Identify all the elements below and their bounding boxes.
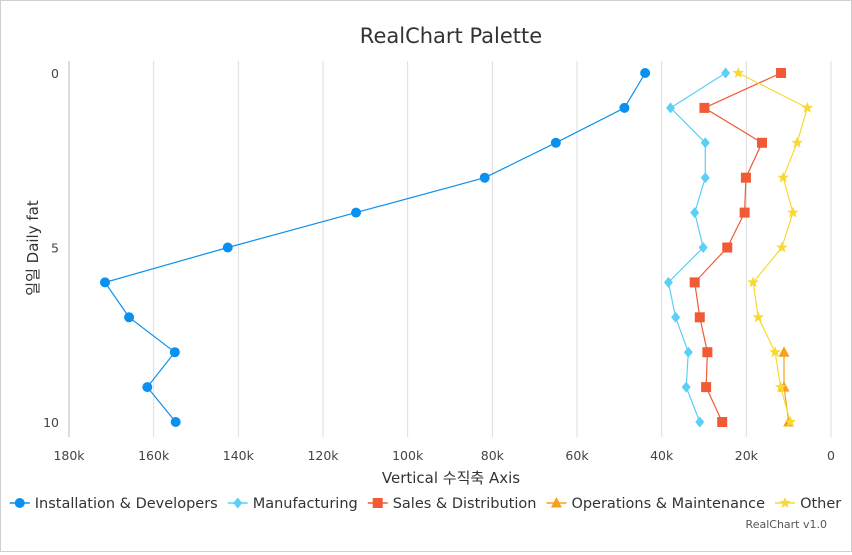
legend-marker	[14, 498, 25, 508]
data-point-sales-distribution	[717, 417, 728, 427]
data-point-other	[801, 101, 813, 113]
data-point-installation-developers	[170, 417, 181, 427]
legend-item-manufacturing: Manufacturing	[227, 496, 358, 512]
legend-label: Operations & Maintenance	[571, 496, 765, 512]
data-point-manufacturing	[663, 276, 673, 288]
data-point-sales-distribution	[739, 207, 750, 218]
data-point-sales-distribution	[701, 382, 712, 393]
value-tick-label: 80k	[481, 448, 505, 463]
data-point-sales-distribution	[722, 242, 733, 253]
series-installation-developers	[99, 68, 651, 427]
data-point-sales-distribution	[756, 137, 767, 148]
data-point-other	[777, 171, 789, 183]
data-point-other	[769, 346, 781, 358]
value-tick-label: 20k	[735, 448, 759, 463]
data-point-installation-developers	[99, 277, 110, 288]
value-tick-label: 140k	[223, 448, 255, 463]
value-tick-label: 100k	[392, 448, 424, 463]
data-point-sales-distribution	[689, 277, 700, 288]
credits-label: RealChart v1.0	[746, 518, 827, 531]
legend-marker	[233, 497, 243, 509]
data-point-manufacturing	[700, 172, 710, 184]
series-line-manufacturing	[667, 72, 726, 423]
legend-marker	[372, 498, 383, 508]
chart-title: RealChart Palette	[360, 24, 542, 48]
value-axis-title: Vertical 수직축 Axis	[382, 469, 520, 487]
data-point-sales-distribution	[740, 172, 751, 183]
data-point-installation-developers	[640, 68, 651, 78]
value-tick-label: 180k	[53, 448, 85, 463]
grid	[153, 61, 832, 437]
data-point-manufacturing	[666, 102, 676, 114]
data-point-installation-developers	[479, 172, 490, 183]
series-other	[732, 67, 813, 427]
value-tick-label: 0	[827, 448, 835, 463]
data-point-manufacturing	[721, 67, 731, 79]
data-point-sales-distribution	[702, 347, 713, 358]
series-line-installation-developers	[104, 72, 646, 423]
data-point-other	[774, 381, 787, 392]
legend-item-installation-developers: Installation & Developers	[9, 496, 218, 512]
legend-item-operations-maintenance: Operations & Maintenance	[546, 496, 765, 512]
data-point-operations-maintenance	[778, 346, 790, 357]
legend-label: Sales & Distribution	[393, 496, 537, 512]
series-manufacturing	[663, 67, 731, 428]
series-line-other	[738, 72, 809, 423]
data-point-installation-developers	[169, 347, 180, 358]
data-point-manufacturing	[681, 381, 691, 393]
category-tick-label: 5	[51, 241, 59, 256]
data-point-installation-developers	[351, 207, 362, 218]
category-tick-label: 10	[43, 415, 59, 430]
data-point-sales-distribution	[776, 68, 787, 78]
data-point-manufacturing	[700, 137, 710, 149]
data-point-installation-developers	[550, 137, 561, 148]
data-point-installation-developers	[142, 382, 153, 393]
series-sales-distribution	[689, 68, 787, 427]
category-tick-label: 0	[51, 66, 59, 81]
data-point-other	[747, 276, 759, 288]
legend-label: Installation & Developers	[35, 496, 218, 512]
data-point-other	[732, 67, 744, 78]
value-tick-label: 160k	[138, 448, 170, 463]
data-point-other	[784, 416, 797, 427]
series-layer	[99, 67, 813, 428]
data-point-other	[752, 311, 764, 323]
legend-marker	[779, 497, 791, 508]
data-point-manufacturing	[683, 346, 693, 358]
legend: Installation & Developers Manufacturing Sa…	[9, 496, 841, 512]
legend-item-other: Other	[775, 496, 841, 512]
data-point-sales-distribution	[699, 102, 710, 113]
data-point-manufacturing	[698, 242, 708, 253]
value-tick-label: 60k	[565, 448, 589, 463]
data-point-manufacturing	[695, 416, 705, 428]
legend-label: Other	[800, 496, 841, 512]
data-point-other	[791, 136, 803, 148]
legend-marker	[550, 497, 562, 508]
value-tick-label: 120k	[307, 448, 339, 463]
data-point-manufacturing	[690, 207, 700, 219]
data-point-installation-developers	[124, 312, 135, 323]
axis-ticks: 180k 160k 140k 120k 100k 80k 60k 40k 20k 0 0 5 10	[43, 66, 835, 463]
data-point-installation-developers	[222, 242, 233, 253]
legend-item-sales-distribution: Sales & Distribution	[367, 496, 537, 512]
legend-label: Manufacturing	[253, 496, 358, 512]
data-point-installation-developers	[619, 102, 630, 113]
data-point-manufacturing	[671, 311, 681, 323]
value-tick-label: 40k	[650, 448, 674, 463]
category-axis-title: 일일 Daily fat	[24, 200, 42, 296]
data-point-other	[776, 241, 788, 253]
data-point-other	[787, 206, 799, 218]
data-point-sales-distribution	[694, 312, 705, 323]
